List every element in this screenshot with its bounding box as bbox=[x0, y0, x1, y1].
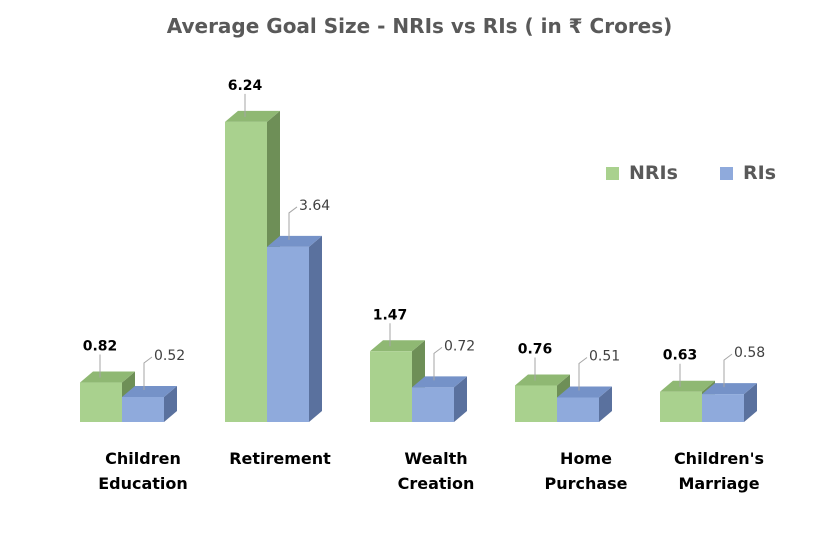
data-label-ris-0: 0.52 bbox=[154, 348, 185, 364]
bar-ris-3-side bbox=[599, 386, 612, 422]
legend-label-nris: NRIs bbox=[629, 162, 678, 184]
bar-nris-3-front bbox=[515, 385, 557, 422]
bar-nris-2 bbox=[370, 340, 425, 422]
category-label-line: Wealth bbox=[404, 449, 468, 468]
bar-ris-2-front bbox=[412, 387, 454, 422]
category-label-line: Purchase bbox=[544, 474, 628, 493]
leader-line-ris-2 bbox=[433, 346, 443, 381]
category-label-2: Wealth Creation bbox=[361, 446, 511, 496]
leader-line-ris-4 bbox=[723, 353, 733, 388]
leader-line-ris-3 bbox=[578, 357, 588, 391]
category-label-4: Children's Marriage bbox=[644, 446, 794, 496]
bar-nris-1-top bbox=[225, 110, 280, 122]
category-label-line: Children's bbox=[673, 449, 765, 468]
data-label-ris-1: 3.64 bbox=[299, 198, 330, 214]
bar-ris-4-front bbox=[702, 394, 744, 422]
data-label-nris-4: 0.63 bbox=[663, 348, 698, 364]
bar-nris-4-front bbox=[660, 391, 702, 422]
bar-ris-4 bbox=[702, 383, 757, 422]
category-label-line: Education bbox=[98, 474, 188, 493]
legend-item-nris: NRIs bbox=[606, 162, 678, 184]
bar-ris-4-side bbox=[744, 383, 757, 422]
category-label-3: Home Purchase bbox=[511, 446, 661, 496]
bar-ris-4-top bbox=[702, 383, 757, 395]
data-label-ris-4: 0.58 bbox=[734, 345, 765, 361]
bar-nris-2-top bbox=[370, 340, 425, 352]
category-label-line: Home bbox=[560, 449, 612, 468]
bar-ris-0 bbox=[122, 385, 177, 422]
bar-ris-3 bbox=[557, 386, 612, 422]
bar-nris-2-front bbox=[370, 351, 412, 422]
bar-ris-1-front bbox=[267, 246, 309, 422]
leader-line-ris-0 bbox=[143, 356, 153, 390]
category-label-0: Children Education bbox=[68, 446, 218, 496]
data-label-ris-2: 0.72 bbox=[444, 338, 475, 354]
bar-ris-1 bbox=[267, 235, 322, 422]
legend-swatch-ris bbox=[720, 166, 733, 180]
bar-ris-0-front bbox=[122, 396, 164, 422]
bar-nris-0-front bbox=[80, 382, 122, 422]
category-label-line: Creation bbox=[397, 474, 475, 493]
bar-ris-3-top bbox=[557, 386, 612, 398]
category-label-line: Children bbox=[105, 449, 181, 468]
category-label-line: Retirement bbox=[229, 449, 331, 468]
bar-nris-3-top bbox=[515, 374, 570, 386]
legend-swatch-nris bbox=[606, 166, 619, 180]
data-label-nris-2: 1.47 bbox=[373, 307, 408, 323]
bar-nris-4 bbox=[660, 380, 715, 422]
bar-nris-4-top bbox=[660, 380, 715, 392]
data-label-nris-3: 0.76 bbox=[518, 341, 553, 357]
data-label-nris-0: 0.82 bbox=[83, 339, 118, 355]
category-label-1: Retirement bbox=[205, 446, 355, 471]
legend-item-ris: RIs bbox=[720, 162, 776, 184]
bar-ris-3-front bbox=[557, 397, 599, 422]
bar-ris-1-top bbox=[267, 235, 322, 247]
bar-nris-1-front bbox=[225, 121, 267, 422]
leader-line-ris-1 bbox=[288, 206, 298, 240]
bar-ris-2-top bbox=[412, 376, 467, 388]
bar-ris-2 bbox=[412, 376, 467, 422]
bar-ris-0-side bbox=[164, 385, 177, 422]
bar-nris-1 bbox=[225, 110, 280, 422]
data-label-ris-3: 0.51 bbox=[589, 348, 620, 364]
bar-nris-0-top bbox=[80, 371, 135, 383]
legend-label-ris: RIs bbox=[743, 162, 777, 184]
bar-ris-0-top bbox=[122, 385, 177, 397]
category-label-line: Marriage bbox=[678, 474, 760, 493]
chart-title: Average Goal Size - NRIs vs RIs ( in ₹ C… bbox=[166, 14, 673, 38]
bar-ris-1-side bbox=[309, 235, 322, 422]
bar-ris-2-side bbox=[454, 376, 467, 422]
data-label-nris-1: 6.24 bbox=[228, 78, 263, 94]
